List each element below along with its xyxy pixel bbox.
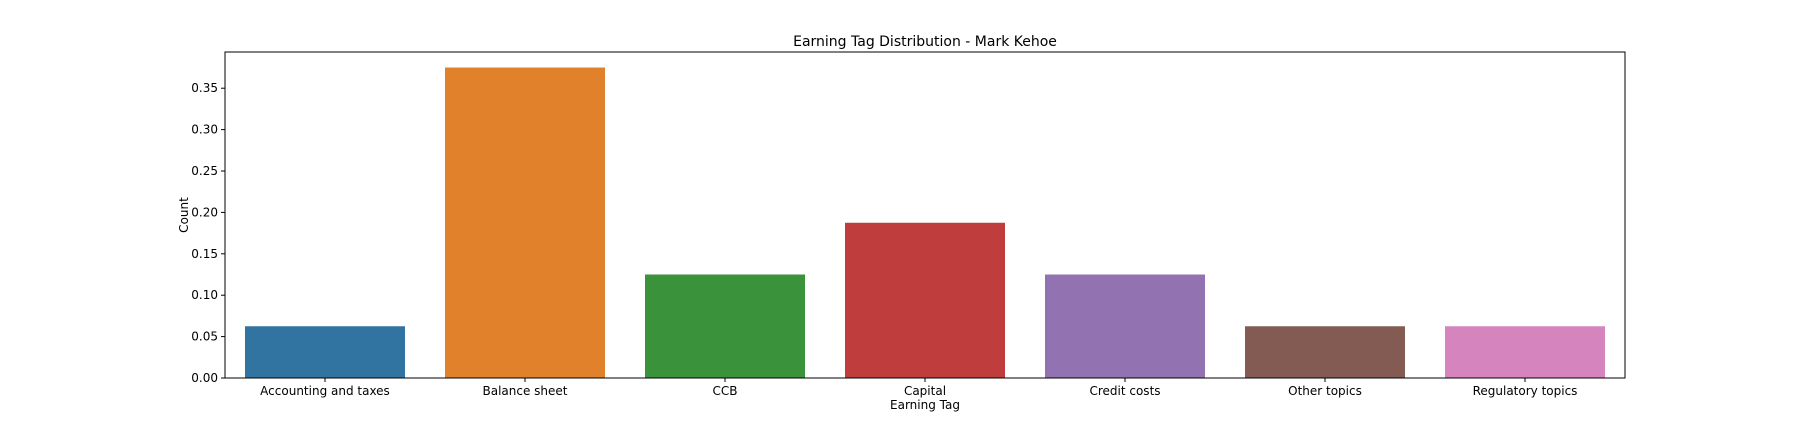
x-axis: Accounting and taxes Balance sheet CCB Capi… — [260, 378, 1577, 398]
x-tick-label: Balance sheet — [482, 384, 567, 398]
y-tick-label: 0.00 — [191, 371, 218, 385]
y-tick-label: 0.30 — [191, 123, 218, 137]
y-tick-label: 0.25 — [191, 164, 218, 178]
bar-balance-sheet — [445, 67, 605, 379]
y-axis: 0.00 0.05 0.10 0.15 0.20 0.25 0.30 0.35 — [191, 81, 225, 385]
x-tick-label: Credit costs — [1089, 384, 1160, 398]
x-tick-label: Regulatory topics — [1473, 384, 1578, 398]
y-axis-label: Count — [177, 197, 191, 233]
x-tick-label: Accounting and taxes — [260, 384, 390, 398]
y-tick-label: 0.35 — [191, 81, 218, 95]
y-tick-label: 0.15 — [191, 247, 218, 261]
bar-capital — [845, 222, 1005, 378]
x-tick-label: Other topics — [1288, 384, 1362, 398]
bars-group — [245, 67, 1605, 379]
bar-regulatory-topics — [1445, 326, 1605, 378]
bar-accounting-and-taxes — [245, 326, 405, 378]
plot-frame — [224, 51, 1626, 379]
y-tick-label: 0.10 — [191, 288, 218, 302]
chart-title: Earning Tag Distribution - Mark Kehoe — [793, 34, 1057, 50]
x-axis-label: Earning Tag — [890, 398, 960, 412]
x-tick-label: Capital — [904, 384, 946, 398]
bar-ccb — [645, 274, 805, 378]
bar-credit-costs — [1045, 274, 1205, 378]
bar-other-topics — [1245, 326, 1405, 378]
x-tick-label: CCB — [713, 384, 738, 398]
y-tick-label: 0.20 — [191, 205, 218, 219]
y-tick-label: 0.05 — [191, 330, 218, 344]
